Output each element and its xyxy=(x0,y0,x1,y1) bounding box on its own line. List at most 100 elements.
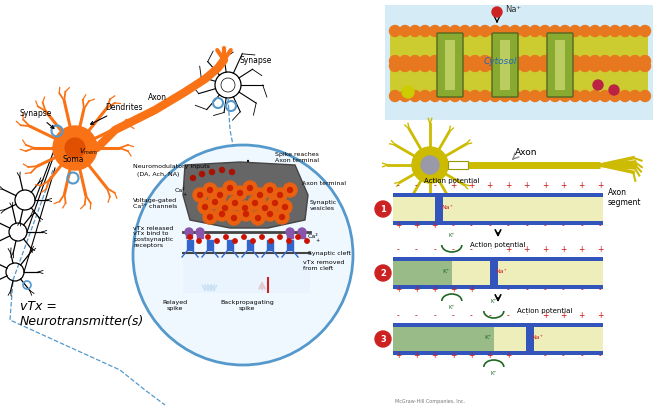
Circle shape xyxy=(599,25,610,36)
Text: ·: · xyxy=(489,285,491,294)
Circle shape xyxy=(440,25,451,36)
Text: -: - xyxy=(562,221,564,230)
FancyBboxPatch shape xyxy=(492,33,518,97)
Circle shape xyxy=(228,196,242,210)
Circle shape xyxy=(399,61,411,72)
Text: Voltage-gated
Ca²⁺ channels: Voltage-gated Ca²⁺ channels xyxy=(133,198,177,209)
Circle shape xyxy=(229,169,235,175)
Circle shape xyxy=(263,207,277,221)
Text: +: + xyxy=(468,285,474,294)
Circle shape xyxy=(560,25,570,36)
Circle shape xyxy=(430,61,440,72)
Bar xyxy=(526,323,533,355)
Text: -: - xyxy=(525,285,528,294)
Text: K⁺: K⁺ xyxy=(491,299,497,304)
Bar xyxy=(390,67,648,95)
Circle shape xyxy=(305,239,309,243)
Text: Na⁺: Na⁺ xyxy=(496,269,508,274)
Text: Soma: Soma xyxy=(62,155,83,164)
Text: +: + xyxy=(560,311,566,320)
Text: K⁺: K⁺ xyxy=(449,233,455,238)
Text: -: - xyxy=(543,285,546,294)
Bar xyxy=(393,193,603,225)
Bar xyxy=(187,240,193,250)
Circle shape xyxy=(206,235,210,239)
Text: +: + xyxy=(524,181,530,190)
Circle shape xyxy=(237,191,242,196)
Circle shape xyxy=(412,147,448,183)
Bar xyxy=(393,261,603,285)
Circle shape xyxy=(480,61,491,72)
Circle shape xyxy=(286,228,294,236)
Text: -: - xyxy=(525,221,528,230)
Circle shape xyxy=(420,61,430,72)
Circle shape xyxy=(217,193,223,198)
Circle shape xyxy=(430,56,440,67)
Circle shape xyxy=(278,200,292,214)
Bar xyxy=(393,197,603,221)
Circle shape xyxy=(283,204,288,209)
Circle shape xyxy=(440,56,451,67)
Circle shape xyxy=(243,181,257,195)
Text: -: - xyxy=(415,245,418,254)
Text: -: - xyxy=(452,245,455,254)
Text: Cytosol: Cytosol xyxy=(484,57,516,66)
Text: Axon terminal: Axon terminal xyxy=(302,181,346,186)
Circle shape xyxy=(252,200,258,205)
Circle shape xyxy=(212,200,217,204)
Text: -: - xyxy=(397,245,399,254)
Text: -: - xyxy=(452,221,455,230)
Circle shape xyxy=(215,207,229,221)
Circle shape xyxy=(409,56,420,67)
Circle shape xyxy=(589,61,600,72)
Circle shape xyxy=(459,25,470,36)
Text: +: + xyxy=(505,181,511,190)
Text: -: - xyxy=(470,311,473,320)
Text: -: - xyxy=(488,221,491,230)
Circle shape xyxy=(208,195,222,209)
Text: -: - xyxy=(415,181,418,190)
Circle shape xyxy=(579,56,591,67)
Text: +: + xyxy=(487,181,493,190)
Circle shape xyxy=(520,61,530,72)
Circle shape xyxy=(579,25,591,36)
Circle shape xyxy=(499,56,510,67)
Circle shape xyxy=(242,235,246,239)
Text: McGraw-Hill Companies, Inc.: McGraw-Hill Companies, Inc. xyxy=(395,399,465,404)
Circle shape xyxy=(549,25,560,36)
Circle shape xyxy=(298,228,306,236)
Circle shape xyxy=(421,156,439,174)
Text: -: - xyxy=(562,285,564,294)
Circle shape xyxy=(191,175,196,180)
Circle shape xyxy=(599,56,610,67)
Text: Na⁺: Na⁺ xyxy=(532,335,543,340)
Bar xyxy=(385,130,653,210)
Circle shape xyxy=(589,56,600,67)
Text: -: - xyxy=(488,311,491,320)
Circle shape xyxy=(263,183,277,197)
Circle shape xyxy=(499,90,510,101)
Bar xyxy=(435,193,443,225)
Circle shape xyxy=(492,7,502,17)
Circle shape xyxy=(459,61,470,72)
Bar xyxy=(393,327,603,351)
Text: ·: · xyxy=(526,311,528,320)
Circle shape xyxy=(530,61,541,72)
Bar xyxy=(227,240,233,250)
Circle shape xyxy=(420,56,430,67)
Circle shape xyxy=(399,56,411,67)
Circle shape xyxy=(480,90,491,101)
Circle shape xyxy=(251,211,265,225)
Bar xyxy=(299,230,305,238)
Circle shape xyxy=(233,186,247,200)
Circle shape xyxy=(530,25,541,36)
Circle shape xyxy=(589,90,600,101)
Text: +: + xyxy=(524,245,530,254)
Text: -: - xyxy=(507,285,510,294)
Circle shape xyxy=(65,138,85,158)
Text: ·: · xyxy=(489,245,491,254)
Text: K⁺: K⁺ xyxy=(484,335,492,340)
Circle shape xyxy=(267,187,273,193)
Circle shape xyxy=(449,90,461,101)
FancyBboxPatch shape xyxy=(547,33,573,97)
